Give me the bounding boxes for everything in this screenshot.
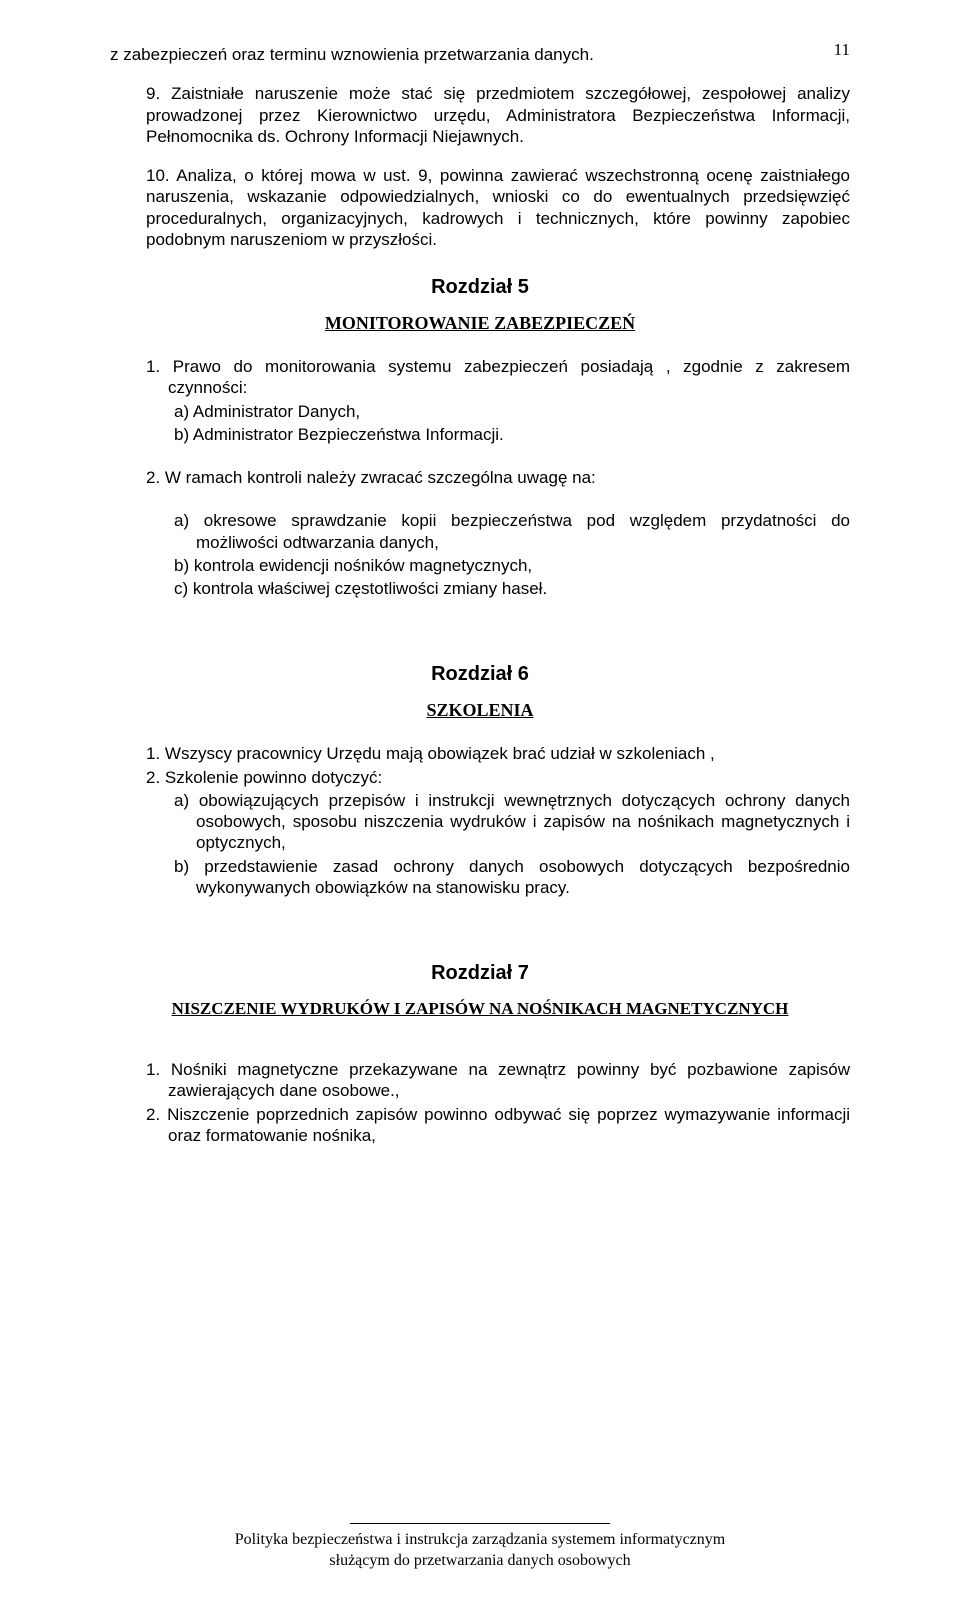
- sub-list: a) okresowe sprawdzanie kopii bezpieczeń…: [146, 510, 850, 599]
- footer-line-2: służącym do przetwarzania danych osobowy…: [0, 1551, 960, 1572]
- chapter-6-heading: SZKOLENIA: [110, 700, 850, 721]
- list-item: a) obowiązujących przepisów i instrukcji…: [174, 790, 850, 854]
- list-item: a) Administrator Danych,: [174, 401, 850, 422]
- list-item: 2. Niszczenie poprzednich zapisów powinn…: [146, 1104, 850, 1147]
- list-item: 1. Nośniki magnetyczne przekazywane na z…: [146, 1059, 850, 1102]
- chapter-5-heading: MONITOROWANIE ZABEZPIECZEŃ: [110, 313, 850, 334]
- sub-list: a) Administrator Danych, b) Administrato…: [146, 401, 850, 446]
- page-footer: Polityka bezpieczeństwa i instrukcja zar…: [0, 1523, 960, 1572]
- chapter-5-title: Rozdział 5: [110, 276, 850, 299]
- list-item: b) Administrator Bezpieczeństwa Informac…: [174, 424, 850, 445]
- chapter-7-heading: NISZCZENIE WYDRUKÓW I ZAPISÓW NA NOŚNIKA…: [110, 999, 850, 1019]
- paragraph-9: 9. Zaistniałe naruszenie może stać się p…: [110, 83, 850, 147]
- list-item: 1. Wszyscy pracownicy Urzędu mają obowią…: [146, 743, 850, 764]
- chapter-6-list: 1. Wszyscy pracownicy Urzędu mają obowią…: [110, 743, 850, 898]
- spacer: [146, 490, 850, 508]
- list-item: 2. Szkolenie powinno dotyczyć:: [146, 767, 850, 788]
- spacer: [110, 902, 850, 936]
- list-item: c) kontrola właściwej częstotliwości zmi…: [174, 578, 850, 599]
- document-page: 11 z zabezpieczeń oraz terminu wznowieni…: [0, 0, 960, 1146]
- list-item: b) przedstawienie zasad ochrony danych o…: [174, 856, 850, 899]
- paragraph-continuation: z zabezpieczeń oraz terminu wznowienia p…: [110, 44, 850, 65]
- list-item: 2. W ramach kontroli należy zwracać szcz…: [146, 467, 850, 488]
- list-item: a) okresowe sprawdzanie kopii bezpieczeń…: [174, 510, 850, 553]
- chapter-6-title: Rozdział 6: [110, 663, 850, 686]
- chapter-5-list: 1. Prawo do monitorowania systemu zabezp…: [110, 356, 850, 599]
- spacer: [146, 449, 850, 467]
- spacer: [110, 1041, 850, 1059]
- chapter-7-title: Rozdział 7: [110, 962, 850, 985]
- list-item: 1. Prawo do monitorowania systemu zabezp…: [146, 356, 850, 399]
- footer-divider: [350, 1523, 610, 1524]
- page-number: 11: [834, 40, 850, 60]
- chapter-7-list: 1. Nośniki magnetyczne przekazywane na z…: [110, 1059, 850, 1146]
- footer-line-1: Polityka bezpieczeństwa i instrukcja zar…: [0, 1530, 960, 1551]
- spacer: [110, 603, 850, 637]
- paragraph-10: 10. Analiza, o której mowa w ust. 9, pow…: [110, 165, 850, 250]
- sub-list: a) obowiązujących przepisów i instrukcji…: [146, 790, 850, 898]
- list-item: b) kontrola ewidencji nośników magnetycz…: [174, 555, 850, 576]
